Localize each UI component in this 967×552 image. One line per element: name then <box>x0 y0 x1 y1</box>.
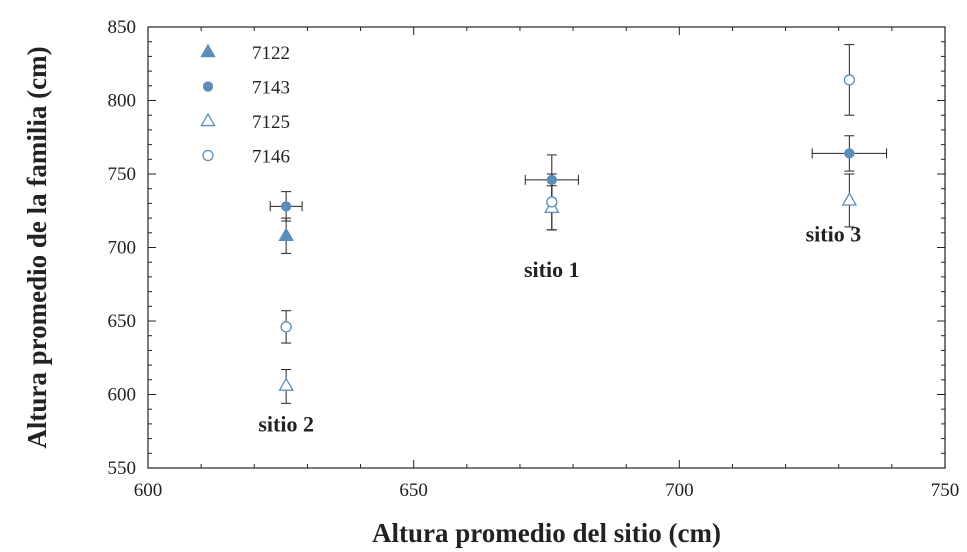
legend-marker-7125 <box>200 112 216 127</box>
y-tick-label: 700 <box>108 238 137 259</box>
annotation-label: sitio 2 <box>258 411 314 436</box>
data-point-7143 <box>844 148 855 159</box>
data-point-7143 <box>546 174 557 186</box>
legend-label: 7125 <box>252 112 290 133</box>
legend-marker-7146 <box>202 149 214 162</box>
y-tick-label: 750 <box>108 164 137 185</box>
y-axis-title: Altura promedio de la familia (cm) <box>22 46 52 448</box>
y-tick-label: 800 <box>108 91 137 112</box>
y-tick-label: 850 <box>108 17 137 38</box>
data-point-7146 <box>280 321 292 333</box>
x-tick-label: 600 <box>134 480 163 501</box>
data-point-7146 <box>843 74 856 86</box>
x-tick-label: 650 <box>399 480 428 501</box>
legend: 7122 7143 7125 7146 <box>200 43 290 168</box>
legend-marker-7122 <box>200 43 216 58</box>
y-tick-label: 650 <box>108 311 137 332</box>
x-tick-labels: 600 650 700 750 <box>134 480 960 501</box>
data-point-7122 <box>278 227 294 241</box>
data-point-7146 <box>546 196 558 208</box>
legend-label: 7146 <box>252 147 290 168</box>
x-tick-label: 700 <box>665 480 694 501</box>
y-tick-label: 600 <box>108 385 137 406</box>
x-axis-title: Altura promedio del sitio (cm) <box>372 518 721 548</box>
x-tick-label: 750 <box>931 480 960 501</box>
annotations: sitio 2 sitio 1 sitio 3 <box>258 222 861 437</box>
y-tick-labels: 550 600 650 700 750 800 850 <box>108 17 137 479</box>
axis-ticks <box>147 26 946 469</box>
data-point-7143 <box>280 201 292 212</box>
legend-label: 7143 <box>252 78 290 99</box>
annotation-label: sitio 1 <box>524 257 580 282</box>
data-point-7125 <box>841 192 858 206</box>
y-tick-label: 550 <box>108 458 137 479</box>
annotation-label: sitio 3 <box>806 222 862 247</box>
error-bars <box>269 44 888 404</box>
legend-marker-7143 <box>202 81 214 92</box>
legend-label: 7122 <box>252 43 290 64</box>
data-point-7125 <box>278 377 294 391</box>
data-markers <box>278 74 858 391</box>
